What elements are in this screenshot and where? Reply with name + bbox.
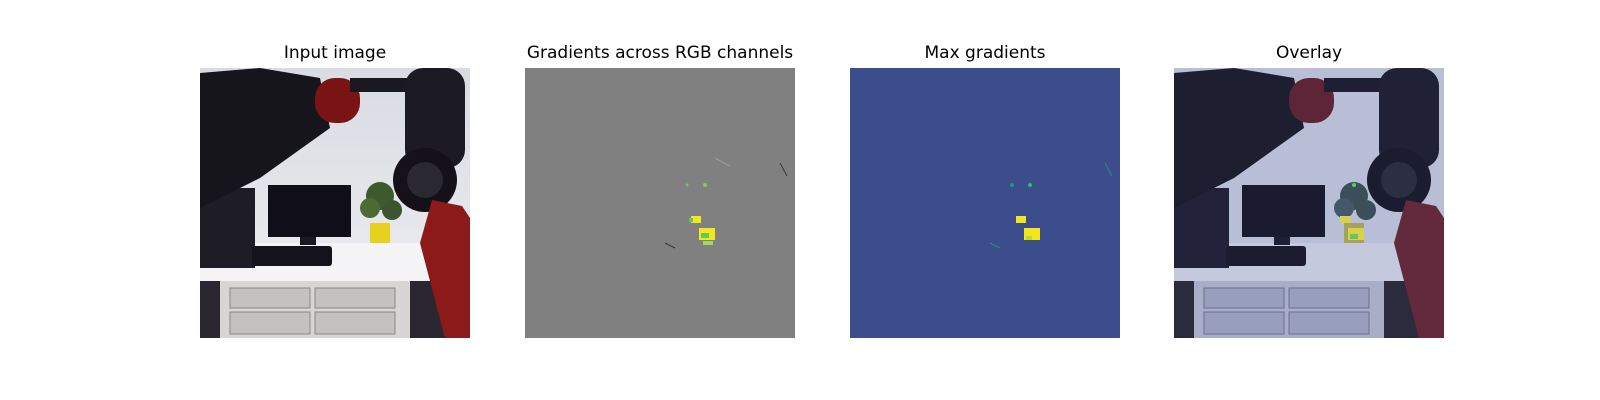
input-image bbox=[200, 68, 470, 338]
gradients-rgb-map bbox=[525, 68, 795, 338]
gradients-rgb-image bbox=[525, 68, 795, 338]
panel-title: Input image bbox=[283, 43, 387, 63]
input-image-scene bbox=[200, 68, 470, 338]
panel-title: Max gradients bbox=[924, 43, 1046, 63]
max-gradients-image bbox=[850, 68, 1120, 338]
max-gradients-map bbox=[850, 68, 1120, 338]
overlay-image bbox=[1174, 68, 1444, 338]
overlay-scene bbox=[1174, 68, 1444, 338]
panel-title: Overlay bbox=[1275, 43, 1343, 63]
panel-title: Gradients across RGB channels bbox=[526, 43, 794, 63]
